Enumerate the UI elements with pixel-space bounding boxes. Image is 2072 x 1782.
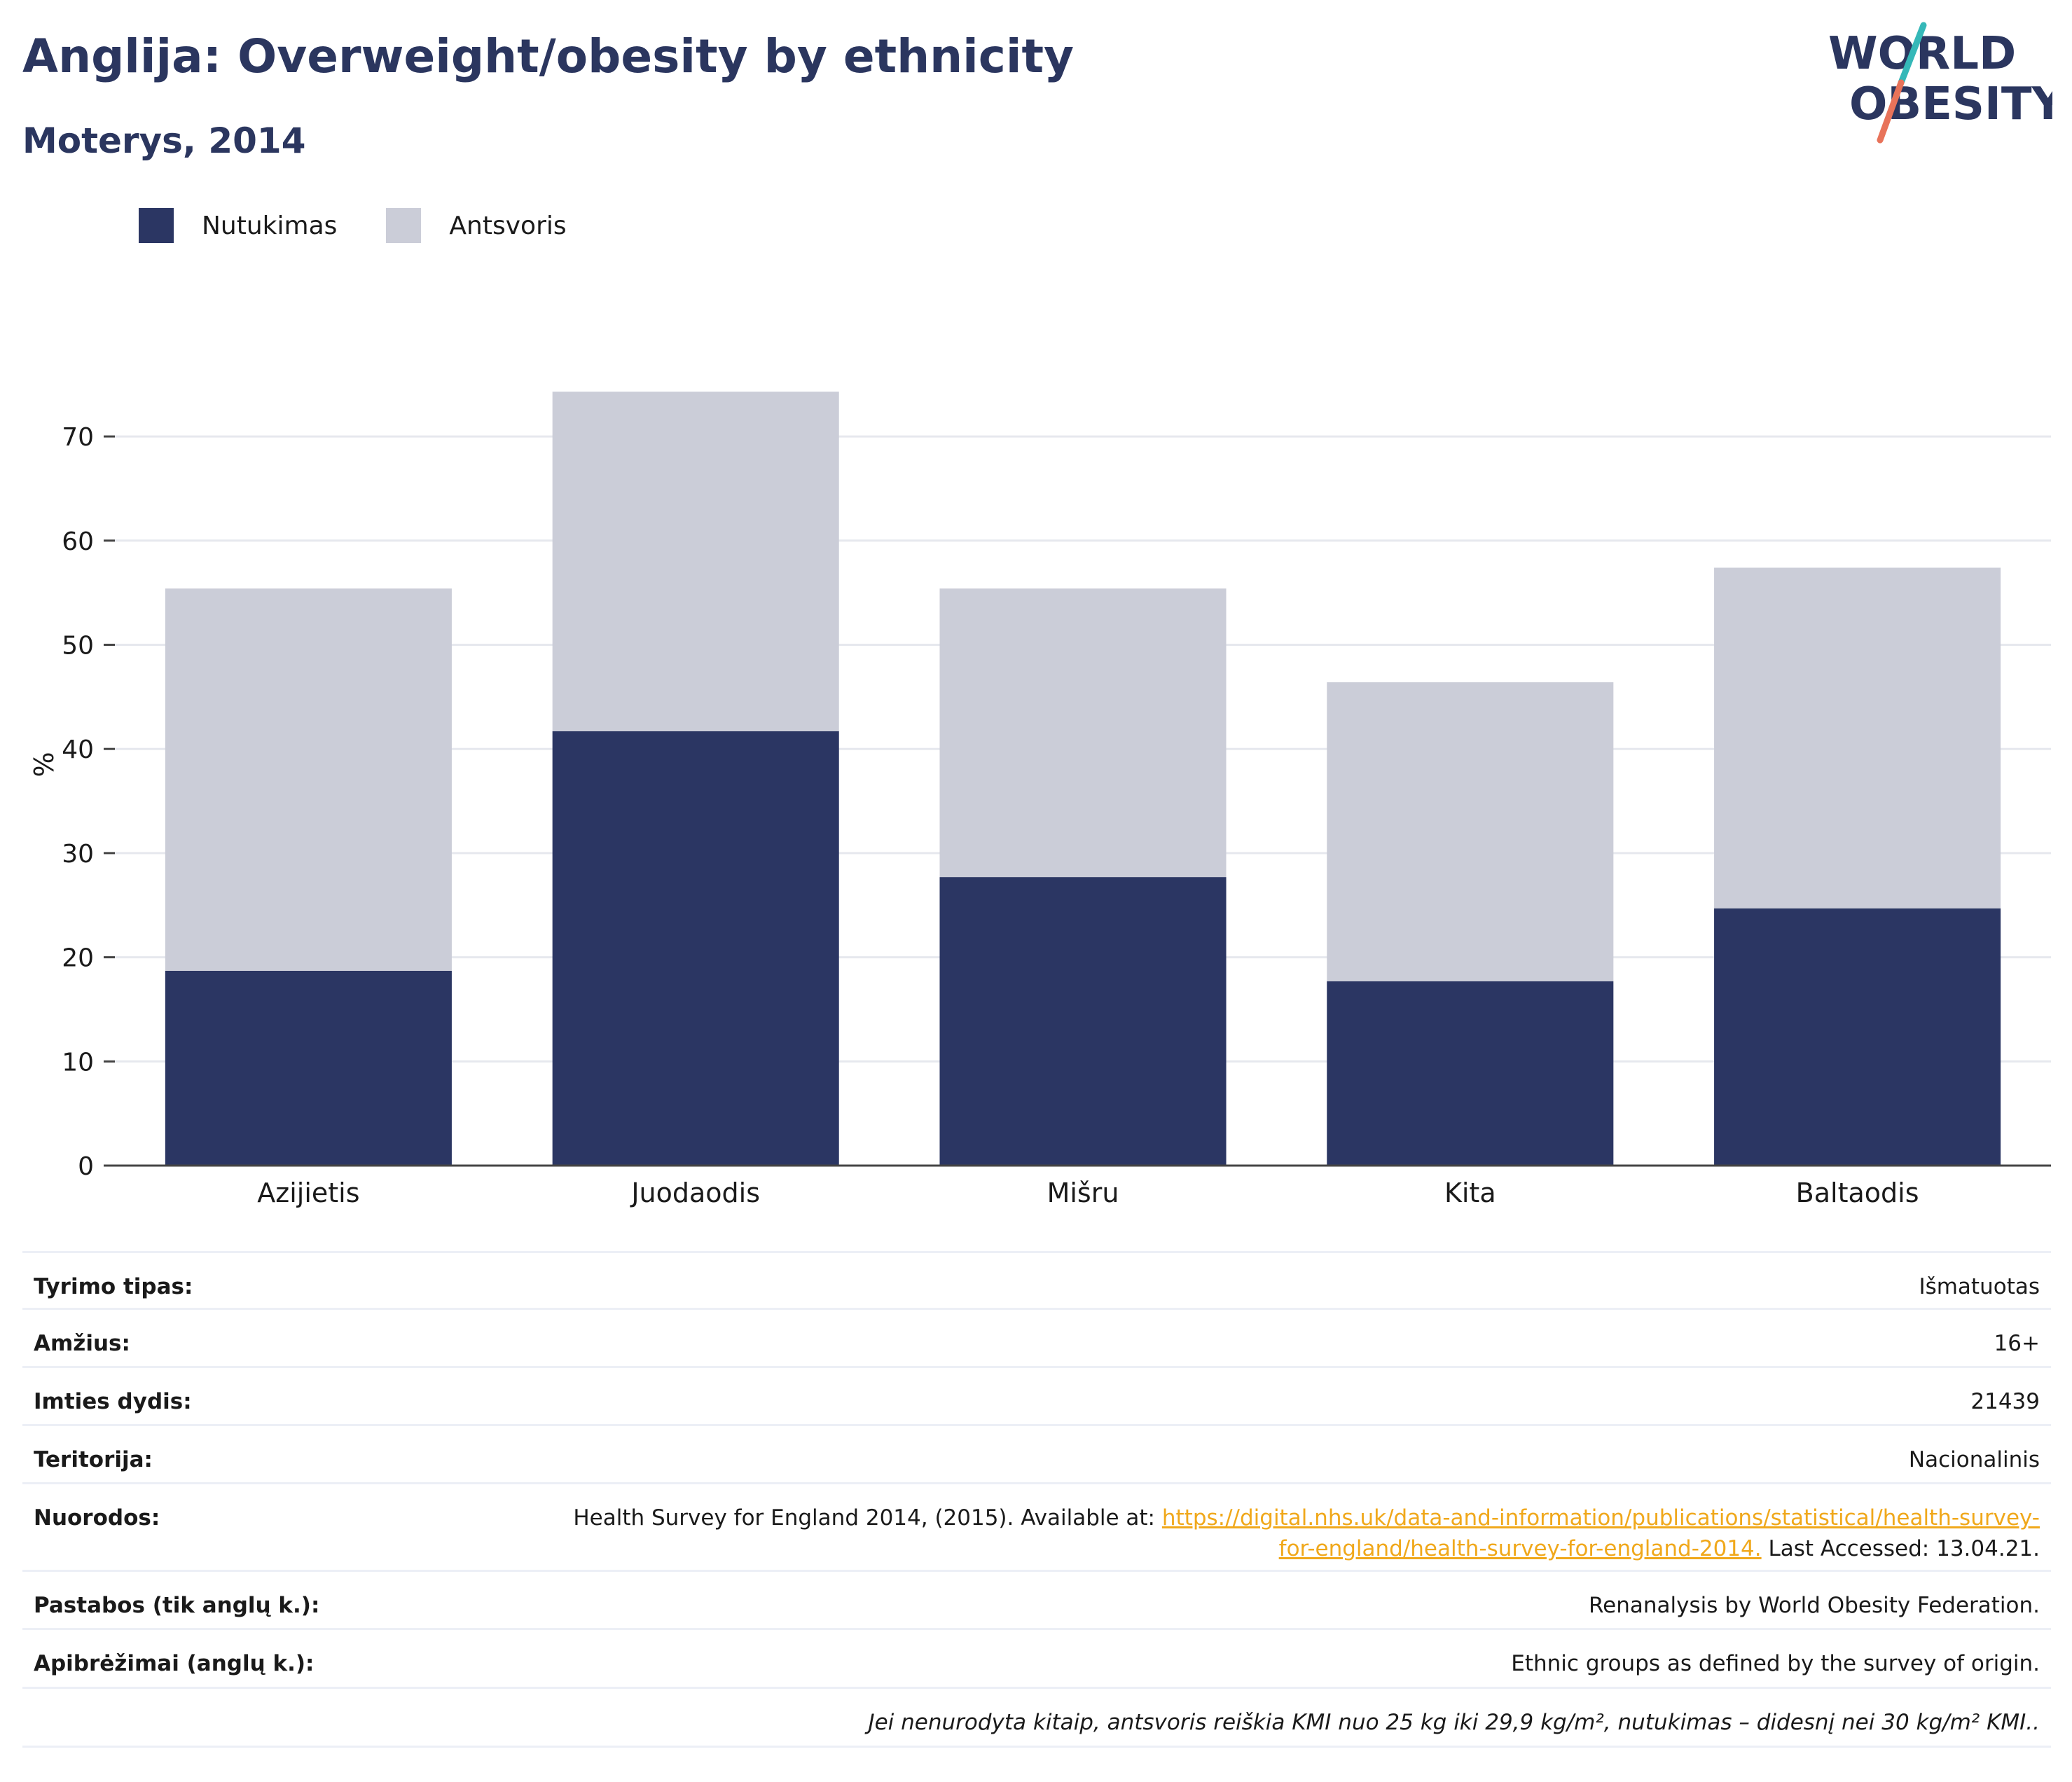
legend-swatch-obesity — [139, 208, 174, 243]
meta-label-references: Nuorodos: — [34, 1505, 160, 1531]
legend-item-overweight[interactable]: Antsvoris — [386, 208, 567, 243]
x-tick-label-3: Kita — [1444, 1177, 1496, 1208]
chart-legend: Nutukimas Antsvoris — [139, 207, 616, 244]
logo-text-obesity: OBESITY — [1849, 78, 2052, 130]
references-suffix: Last Accessed: 13.04.21. — [1761, 1536, 2040, 1561]
y-tick-label-20: 20 — [62, 944, 94, 973]
logo-slash-coral — [1877, 79, 1905, 144]
metadata-table: Tyrimo tipas: Išmatuotas Amžius: 16+ Imt… — [22, 1251, 2051, 1748]
y-tick-label-10: 10 — [62, 1048, 94, 1077]
y-tick-label-40: 40 — [62, 735, 94, 764]
meta-label-territory: Teritorija: — [34, 1447, 153, 1472]
bar-overweight-juodaodis — [552, 392, 839, 731]
meta-label-definitions: Apibrėžimai (anglų k.): — [34, 1651, 315, 1676]
meta-value-survey-type: Išmatuotas — [1919, 1274, 2040, 1299]
page-subtitle: Moterys, 2014 — [22, 120, 306, 161]
meta-value-notes: Renanalysis by World Obesity Federation. — [1588, 1593, 2040, 1618]
y-tick-label-50: 50 — [62, 632, 94, 661]
y-tick-label-60: 60 — [62, 527, 94, 556]
bar-overweight-azijietis — [165, 588, 452, 971]
y-tick-label-30: 30 — [62, 840, 94, 869]
x-tick-label-4: Baltaodis — [1796, 1177, 1919, 1208]
meta-value-territory: Nacionalinis — [1908, 1447, 2040, 1472]
legend-item-obesity[interactable]: Nutukimas — [139, 208, 337, 243]
bar-obesity-kita — [1327, 981, 1614, 1166]
meta-row-references: Nuorodos: Health Survey for England 2014… — [22, 1484, 2051, 1572]
legend-label-obesity: Nutukimas — [202, 211, 338, 240]
logo-slash-teal — [1898, 22, 1927, 86]
meta-label-notes: Pastabos (tik anglų k.): — [34, 1593, 320, 1618]
meta-row-notes: Pastabos (tik anglų k.): Renanalysis by … — [22, 1572, 2051, 1630]
meta-value-references: Health Survey for England 2014, (2015). … — [573, 1503, 2040, 1564]
stacked-bar-chart: 0 10 20 30 40 50 60 70% Azijietis Juodaodis Mišru K… — [29, 392, 2051, 1208]
meta-row-age: Amžius: 16+ — [22, 1310, 2051, 1368]
bar-overweight-kita — [1327, 682, 1614, 981]
meta-label-survey-type: Tyrimo tipas: — [34, 1274, 193, 1299]
legend-swatch-overweight — [386, 208, 422, 243]
page-title: Anglija: Overweight/obesity by ethnicity — [22, 29, 1075, 83]
bar-obesity-mišru — [939, 877, 1227, 1166]
x-tick-label-0: Azijietis — [257, 1177, 359, 1208]
meta-row-sample-size: Imties dydis: 21439 — [22, 1368, 2051, 1426]
references-link-line2[interactable]: for-england/health-survey-for-england-20… — [1278, 1536, 1762, 1561]
bar-obesity-azijietis — [165, 970, 452, 1166]
references-prefix: Health Survey for England 2014, (2015). … — [573, 1505, 1162, 1531]
world-obesity-logo: WORLD OBESITY — [1828, 22, 2052, 144]
references-link-line1[interactable]: https://digital.nhs.uk/data-and-informat… — [1161, 1505, 2040, 1531]
bar-overweight-baltaodis — [1714, 567, 2001, 909]
meta-row-territory: Teritorija: Nacionalinis — [22, 1426, 2051, 1484]
meta-label-age: Amžius: — [34, 1331, 130, 1356]
meta-label-sample-size: Imties dydis: — [34, 1389, 192, 1414]
meta-row-definitions: Apibrėžimai (anglų k.): Ethnic groups as… — [22, 1630, 2051, 1689]
meta-row-footnote: Jei nenurodyta kitaip, antsvoris reiškia… — [22, 1689, 2051, 1748]
bar-obesity-juodaodis — [552, 731, 839, 1166]
legend-label-overweight: Antsvoris — [449, 211, 567, 240]
x-tick-label-2: Mišru — [1047, 1177, 1119, 1208]
y-tick-label-0: 0 — [78, 1152, 94, 1181]
bar-obesity-baltaodis — [1714, 908, 2001, 1166]
bar-overweight-mišru — [939, 588, 1227, 878]
meta-value-age: 16+ — [1994, 1331, 2040, 1356]
x-tick-label-1: Juodaodis — [630, 1177, 760, 1208]
meta-value-sample-size: 21439 — [1970, 1389, 2040, 1414]
meta-footnote: Jei nenurodyta kitaip, antsvoris reiškia… — [868, 1710, 2040, 1735]
meta-value-definitions: Ethnic groups as defined by the survey o… — [1511, 1651, 2040, 1676]
y-tick-label-70: 70 — [62, 423, 94, 452]
meta-row-survey-type: Tyrimo tipas: Išmatuotas — [22, 1251, 2051, 1310]
y-axis-title: % — [29, 752, 60, 777]
